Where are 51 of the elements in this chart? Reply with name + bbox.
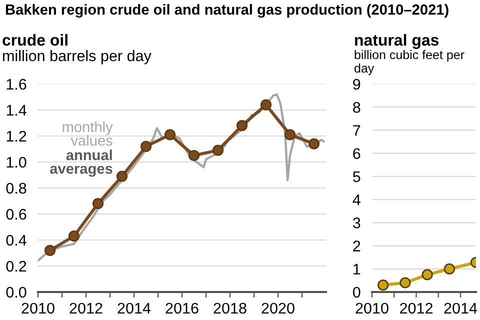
series-label: annual averages — [50, 150, 112, 177]
y-axis-title: billion cubic feet per day — [354, 50, 464, 76]
y-tick-label: 8 — [353, 102, 360, 113]
y-tick-label: 3 — [352, 218, 360, 228]
point — [378, 280, 389, 291]
point — [188, 150, 200, 162]
y-tick-label: 2 — [353, 240, 360, 252]
y-tick-label: 0.6 — [6, 208, 26, 220]
point — [236, 120, 248, 132]
chart-title: Bakken region crude oil and natural gas production (2010–2021) — [6, 4, 448, 18]
point — [44, 244, 56, 256]
x-tick-label: 2016 — [166, 302, 198, 314]
x-tick-label: 2012 — [400, 302, 432, 314]
y-tick-label: 1 — [354, 264, 360, 274]
point — [422, 269, 433, 280]
point — [212, 144, 224, 156]
x-tick-label: 2014 — [444, 302, 478, 314]
y-tick-label: 1.0 — [6, 156, 26, 168]
x-tick-label: 2012 — [70, 302, 102, 314]
y-axis-title: million barrels per day — [3, 50, 152, 64]
x-tick-label: 2010 — [356, 302, 388, 314]
y-tick-label: 0 — [352, 286, 360, 298]
point — [140, 140, 152, 152]
y-tick-label: 0.0 — [6, 286, 26, 298]
chart-subtitle: natural gas — [355, 34, 439, 49]
point — [164, 129, 176, 140]
y-tick-label: 5 — [353, 171, 360, 182]
x-tick-label: 2020 — [262, 302, 294, 314]
x-tick-label: 2010 — [22, 302, 54, 314]
y-tick-label: 0.4 — [6, 234, 26, 246]
x-tick-label: 2014 — [118, 302, 151, 314]
point — [400, 277, 411, 288]
y-tick-label: 0.2 — [6, 260, 26, 272]
point — [260, 99, 272, 110]
x-tick-label: 2018 — [214, 302, 246, 314]
y-tick-label: 4 — [352, 194, 360, 206]
y-tick-label: 0.8 — [6, 182, 26, 194]
point — [92, 198, 104, 210]
point — [444, 263, 456, 274]
y-tick-label: 1.6 — [6, 78, 26, 90]
y-tick-label: 6 — [353, 148, 360, 160]
chart-subtitle: crude oil — [2, 34, 68, 46]
y-tick-label: 1.4 — [6, 105, 26, 116]
point — [116, 170, 128, 182]
series-label: monthly values — [62, 121, 113, 146]
y-tick-label: 7 — [353, 125, 360, 136]
point — [284, 129, 296, 140]
point — [68, 230, 80, 242]
y-tick-label: 1.2 — [6, 130, 26, 142]
point — [308, 138, 320, 150]
y-tick-label: 9 — [353, 78, 360, 90]
